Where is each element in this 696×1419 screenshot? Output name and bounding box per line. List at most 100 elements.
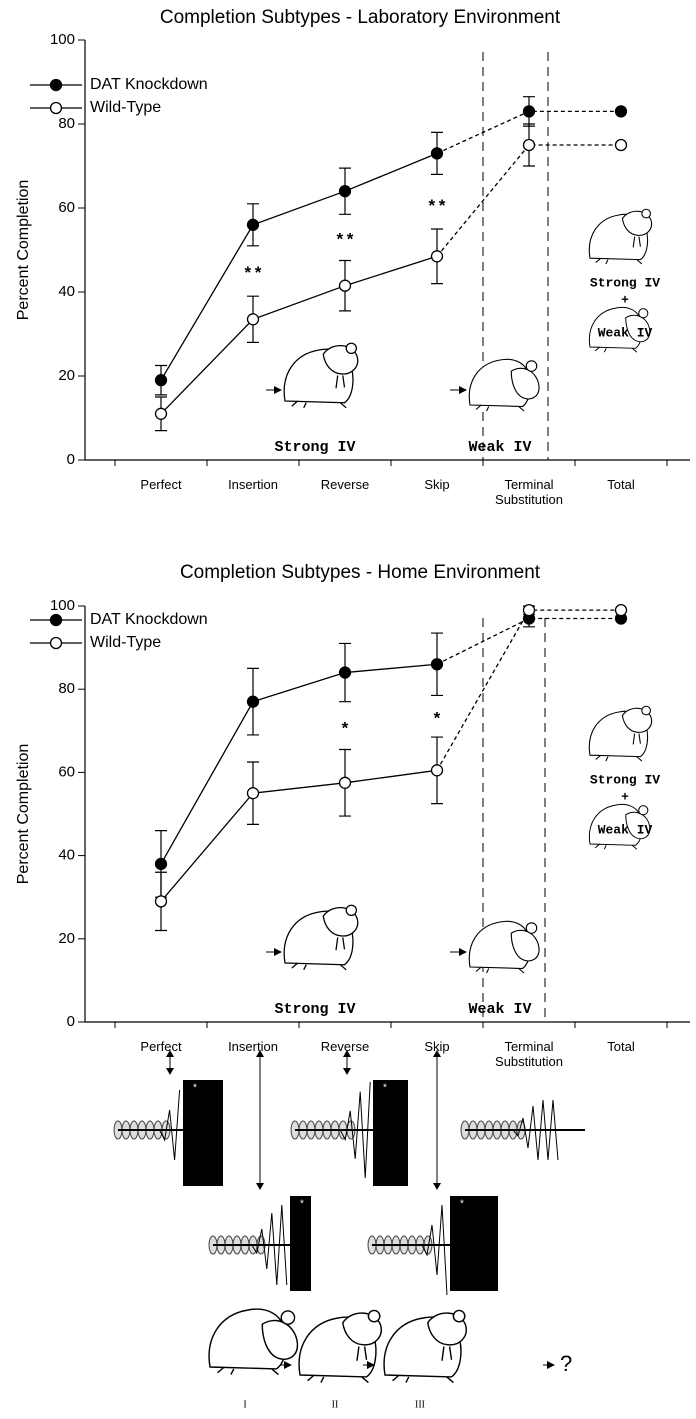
spectrogram-block xyxy=(290,1196,311,1291)
arrow-head xyxy=(256,1183,264,1190)
rat-illustration xyxy=(588,803,651,850)
x-tick-label: Skip xyxy=(424,477,450,492)
legend-label: Wild-Type xyxy=(90,634,161,651)
rat-illustration xyxy=(588,208,653,265)
rat-ear xyxy=(452,1309,466,1323)
spectrogram: * xyxy=(290,1080,408,1186)
rat-illustration xyxy=(283,904,359,971)
series-line-dashed xyxy=(436,144,621,257)
arrow-head xyxy=(367,1361,375,1369)
data-point xyxy=(430,764,444,777)
y-tick-label: 60 xyxy=(58,763,75,780)
x-tick-label-box: Skip xyxy=(424,477,450,492)
x-tick-label: Insertion xyxy=(228,1039,278,1054)
illustration-label: Weak IV xyxy=(468,439,531,456)
illustration-label: + xyxy=(621,789,629,804)
spectrogram-wave xyxy=(159,1089,181,1161)
y-tick-label: 100 xyxy=(50,597,75,614)
data-point xyxy=(522,604,536,617)
rat-ear xyxy=(280,1310,296,1325)
arrow-head xyxy=(459,948,467,956)
spectrogram-mark: * xyxy=(460,1199,464,1210)
rat-feet xyxy=(595,754,643,762)
stage-question: ? xyxy=(560,1351,572,1376)
data-point xyxy=(246,695,260,708)
rat-paw xyxy=(335,375,346,389)
chart-title: Completion Subtypes - Laboratory Environ… xyxy=(160,7,561,28)
spectrogram: * xyxy=(113,1080,223,1186)
data-point xyxy=(338,666,352,679)
arrow-head xyxy=(433,1050,441,1057)
rat-illustration xyxy=(468,920,540,974)
rat-feet xyxy=(475,404,525,412)
rat-illustration xyxy=(468,358,540,412)
illustration-label: Weak IV xyxy=(598,822,653,837)
spectrogram-block xyxy=(450,1196,498,1291)
x-tick-label: Reverse xyxy=(320,477,370,492)
spectrogram-wave xyxy=(339,1081,371,1179)
significance-mark: * xyxy=(340,721,350,740)
arrow-head xyxy=(256,1050,264,1057)
legend-marker xyxy=(49,613,63,627)
x-tick-label: Terminal Substitution xyxy=(495,1039,563,1069)
x-tick-label: Total xyxy=(607,477,635,492)
illustration-label: Strong IV xyxy=(590,772,660,787)
x-tick-label: Perfect xyxy=(140,477,182,492)
data-point xyxy=(430,250,444,263)
y-axis-label: Percent Completion xyxy=(15,180,32,321)
x-tick-label: Terminal Substitution xyxy=(495,477,563,507)
spectrogram-mark: * xyxy=(383,1083,387,1094)
data-point xyxy=(338,776,352,789)
data-point xyxy=(522,105,536,118)
data-point xyxy=(338,279,352,292)
rat-feet xyxy=(307,1374,369,1384)
rat-ear xyxy=(345,904,358,917)
spectrogram: * xyxy=(367,1196,498,1296)
rat-paw xyxy=(441,1346,453,1361)
rat-illustration xyxy=(588,306,651,353)
significance-mark: ** xyxy=(335,232,355,251)
arrow-head xyxy=(166,1050,174,1057)
legend-marker xyxy=(49,78,63,92)
legend-label: DAT Knockdown xyxy=(90,76,208,93)
spectrogram-mark: * xyxy=(300,1199,304,1210)
data-point xyxy=(154,895,168,908)
rat-ear xyxy=(641,705,652,716)
rat-illustration xyxy=(383,1309,467,1384)
spectrogram-block xyxy=(183,1080,223,1186)
series-line xyxy=(160,152,438,381)
x-tick-label-box: Terminal Substitution xyxy=(495,1039,563,1069)
legend-label: DAT Knockdown xyxy=(90,611,208,628)
data-point xyxy=(522,138,536,152)
y-tick-label: 0 xyxy=(67,451,75,468)
x-tick-label-box: Reverse xyxy=(320,477,370,492)
arrow-head xyxy=(274,386,282,394)
series-line xyxy=(160,255,438,415)
x-tick-label: Reverse xyxy=(320,1039,370,1054)
series-line xyxy=(160,769,438,902)
y-tick-label: 20 xyxy=(58,930,75,947)
data-point xyxy=(430,658,444,671)
x-tick-label: Insertion xyxy=(228,477,278,492)
data-point xyxy=(430,147,444,160)
illustration-label: Weak IV xyxy=(468,1001,531,1018)
y-axis-label: Percent Completion xyxy=(15,744,32,885)
series-line-dashed xyxy=(436,617,621,665)
significance-mark: ** xyxy=(427,198,447,217)
stage-label: I xyxy=(243,1399,246,1410)
arrow-head xyxy=(547,1361,555,1369)
spectrogram-wave xyxy=(421,1204,448,1296)
arrow-head xyxy=(166,1068,174,1075)
arrow-head xyxy=(343,1050,351,1057)
x-tick-label-box: Skip xyxy=(424,1039,450,1054)
data-point xyxy=(154,374,168,387)
rat-illustration xyxy=(208,1308,299,1376)
data-point xyxy=(154,857,168,871)
rat-ear xyxy=(638,805,649,816)
rat-ear xyxy=(367,1309,381,1323)
arrow-head xyxy=(433,1183,441,1190)
x-tick-label: Skip xyxy=(424,1039,450,1054)
data-point xyxy=(154,407,168,420)
spectrogram-block xyxy=(373,1080,408,1186)
